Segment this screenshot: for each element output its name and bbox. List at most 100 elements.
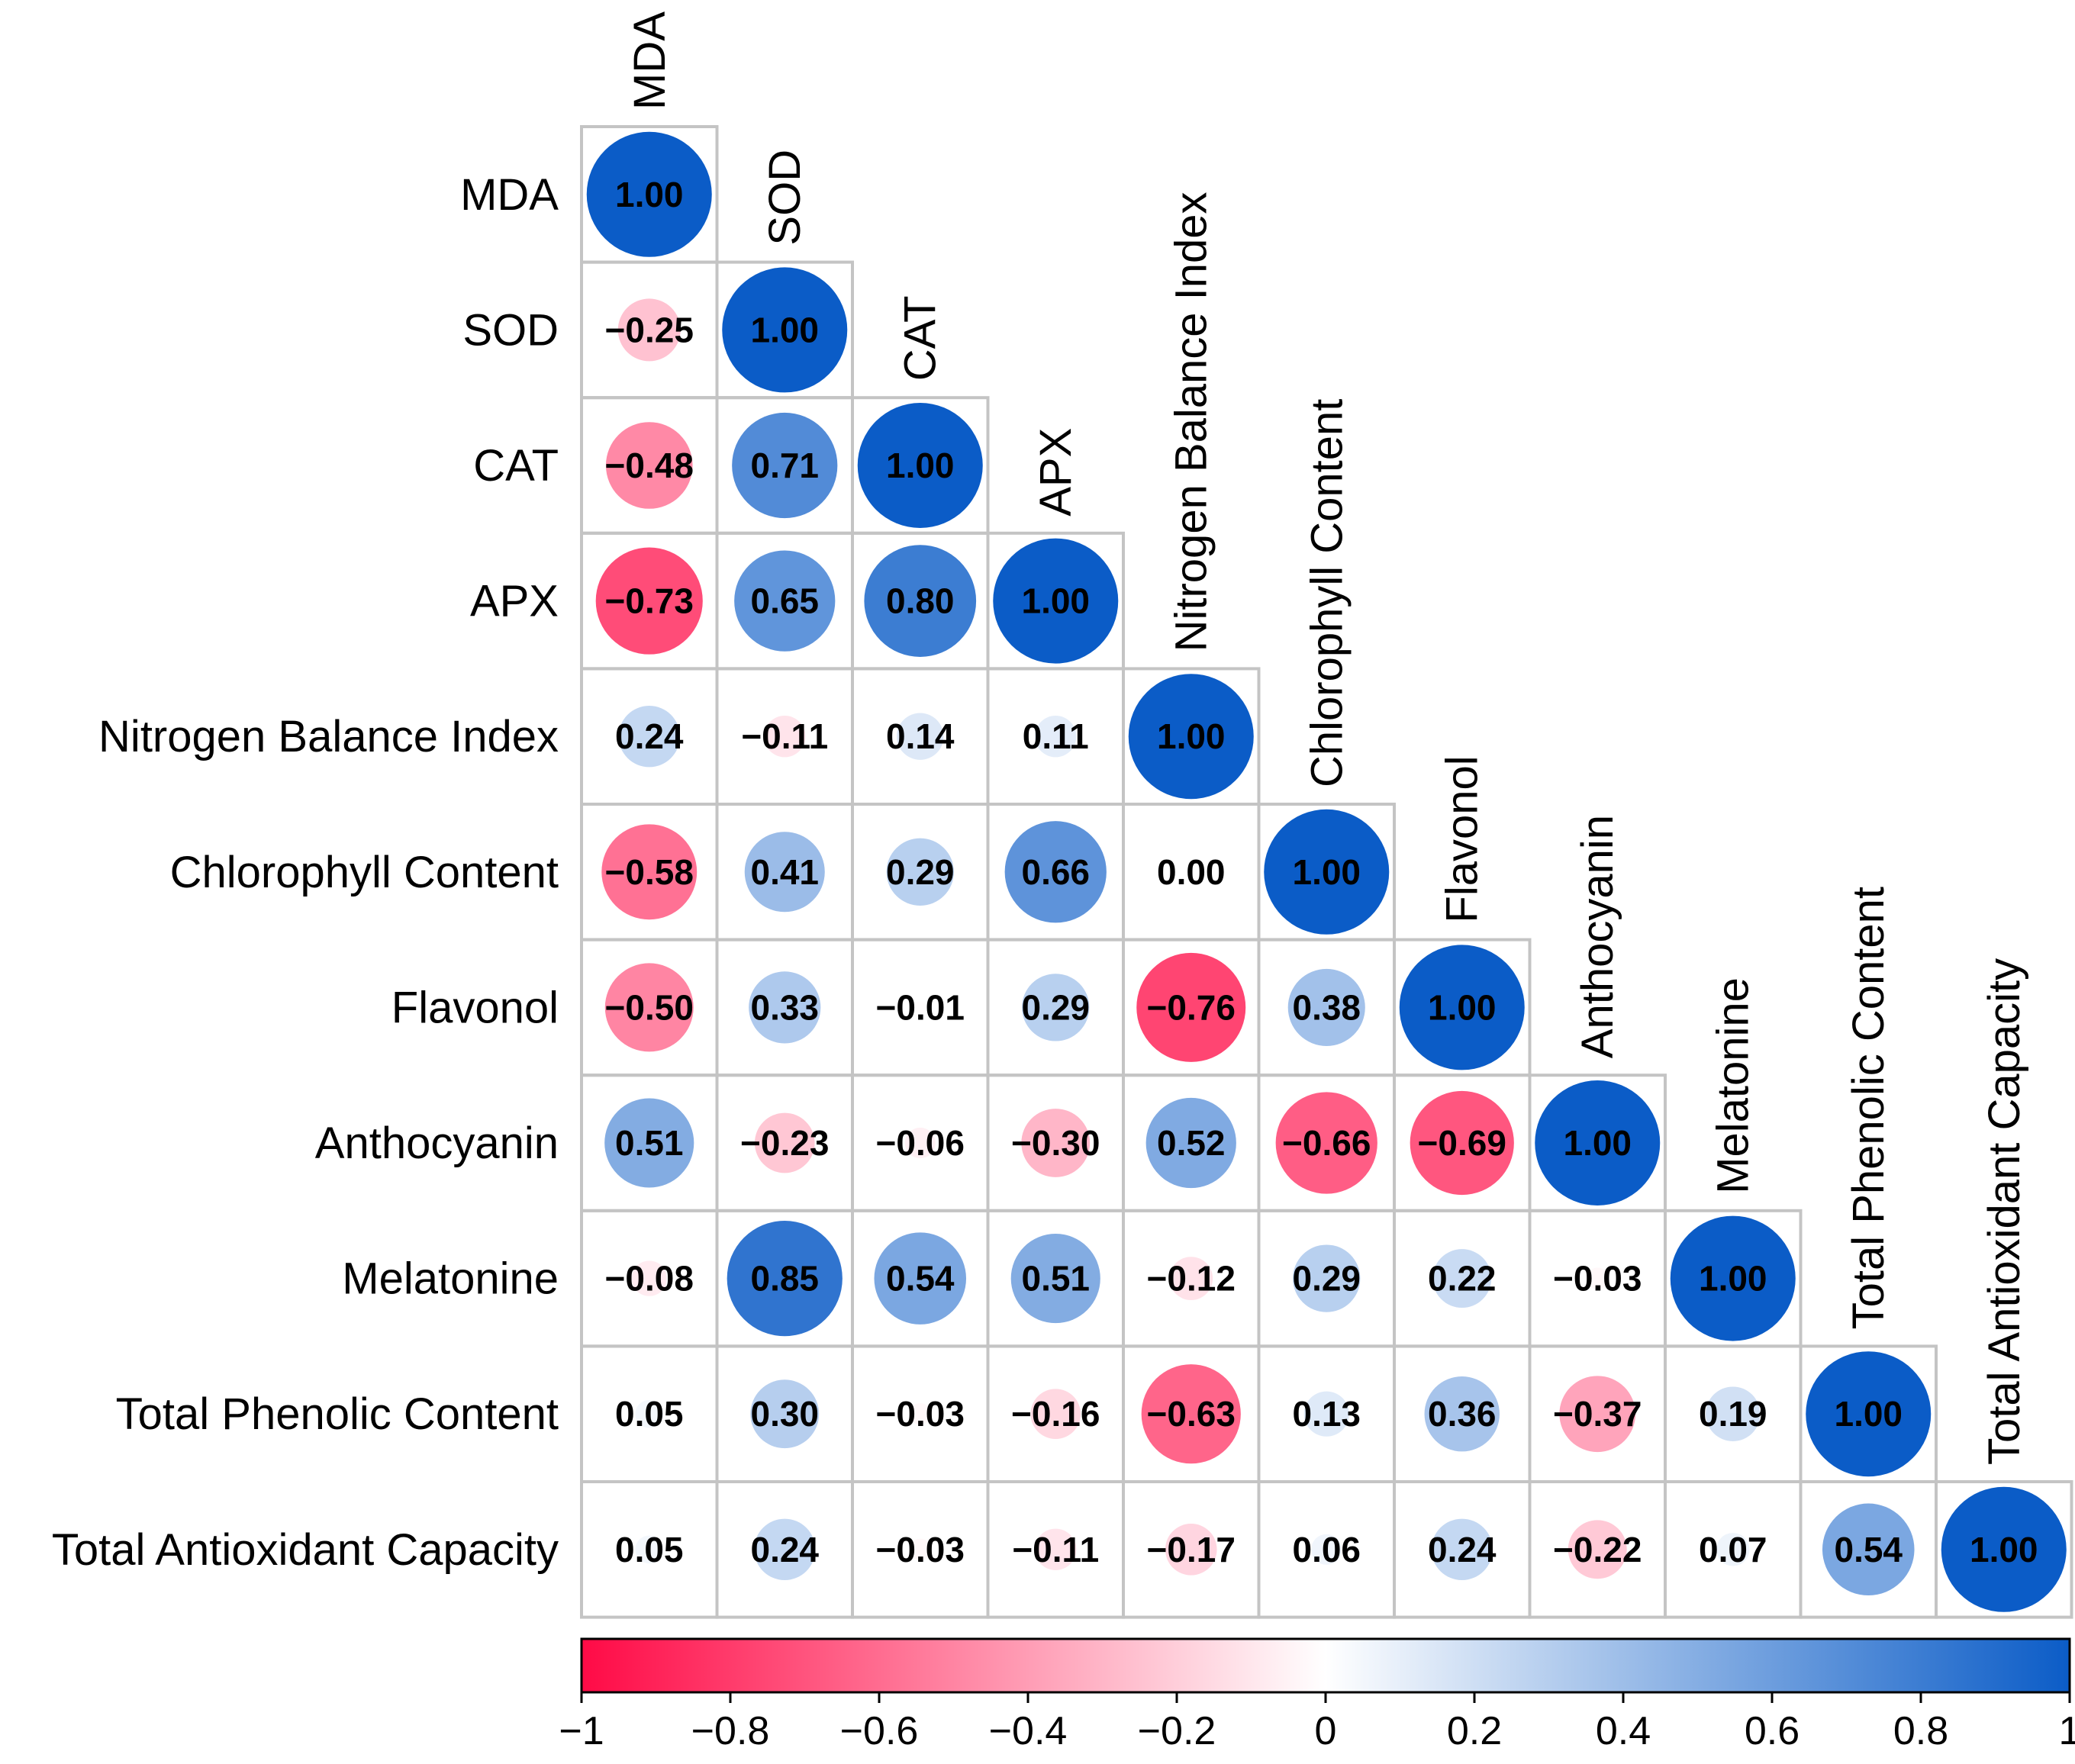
value-9-2: −0.03 <box>876 1394 965 1434</box>
value-2-0: −0.48 <box>605 446 694 485</box>
circle-9-4 <box>1141 1364 1241 1464</box>
row-labels: MDA SOD CAT APX Nitrogen Balance Index Chloro… <box>52 170 559 1575</box>
value-7-4: 0.52 <box>1157 1123 1226 1163</box>
value-10-5: 0.06 <box>1292 1530 1361 1569</box>
circle-10-0 <box>635 1535 664 1564</box>
circle-3-1 <box>734 550 836 652</box>
circle-3-2 <box>864 545 977 657</box>
col-label-0: MDA <box>625 11 675 110</box>
value-8-2: 0.54 <box>886 1259 955 1299</box>
column-labels: MDA SOD CAT APX Nitrogen Balance Index Chloro… <box>625 11 2029 1465</box>
circle-10-6 <box>1431 1518 1493 1580</box>
row-label-6: Flavonol <box>391 983 559 1032</box>
value-6-4: −0.76 <box>1147 987 1236 1027</box>
value-6-1: 0.33 <box>750 987 819 1027</box>
colorbar-tick-label-7: 0.4 <box>1596 1709 1651 1753</box>
circle-2-0 <box>605 422 693 509</box>
value-10-7: −0.22 <box>1553 1530 1642 1569</box>
circle-6-6 <box>1399 945 1525 1070</box>
circle-8-4 <box>1169 1257 1213 1301</box>
value-8-8: 1.00 <box>1699 1259 1767 1299</box>
circle-9-9 <box>1806 1351 1932 1477</box>
value-4-2: 0.14 <box>886 716 955 756</box>
colorbar-tick-label-6: 0.2 <box>1447 1709 1502 1753</box>
circle-9-6 <box>1424 1376 1500 1452</box>
col-label-5: Chlorophyll Content <box>1302 399 1352 787</box>
value-9-4: −0.63 <box>1147 1394 1236 1434</box>
circle-4-1 <box>764 716 806 758</box>
circle-6-1 <box>749 971 821 1044</box>
circle-4-4 <box>1128 674 1254 800</box>
circle-10-7 <box>1568 1520 1627 1579</box>
circle-1-1 <box>722 267 848 393</box>
circle-6-5 <box>1287 968 1365 1046</box>
row-label-7: Anthocyanin <box>315 1119 559 1168</box>
circle-9-2 <box>909 1402 931 1425</box>
cell-grid <box>580 125 2073 1619</box>
circle-1-0 <box>617 298 681 362</box>
circle-10-8 <box>1716 1533 1750 1566</box>
value-9-8: 0.19 <box>1699 1394 1767 1434</box>
circle-8-1 <box>727 1220 843 1337</box>
circle-10-1 <box>754 1518 816 1580</box>
col-label-9: Total Phenolic Content <box>1844 887 1893 1329</box>
circle-8-5 <box>1293 1244 1361 1312</box>
circle-8-3 <box>1010 1234 1100 1324</box>
value-9-6: 0.36 <box>1428 1394 1497 1434</box>
value-10-4: −0.17 <box>1147 1530 1236 1569</box>
value-9-9: 1.00 <box>1834 1394 1903 1434</box>
value-8-4: −0.12 <box>1147 1259 1236 1299</box>
row-label-0: MDA <box>460 170 559 220</box>
circle-6-3 <box>1022 974 1090 1041</box>
circle-7-3 <box>1021 1109 1091 1177</box>
value-4-0: 0.24 <box>615 716 684 756</box>
correlation-values: 1.00 −0.25 1.00 −0.48 0.71 1.00 −0.73 0.65 0.80 1… <box>605 175 2038 1569</box>
circle-7-2 <box>904 1127 936 1159</box>
row-label-8: Melatonine <box>342 1254 559 1304</box>
row-label-9: Total Phenolic Content <box>116 1389 559 1439</box>
value-5-0: −0.58 <box>605 852 694 892</box>
circle-8-6 <box>1432 1249 1492 1309</box>
colorbar-tick-label-0: −1 <box>559 1709 604 1753</box>
value-8-5: 0.29 <box>1292 1259 1361 1299</box>
value-3-2: 0.80 <box>886 581 955 621</box>
circle-9-5 <box>1303 1391 1349 1437</box>
circle-7-1 <box>754 1112 815 1173</box>
circle-5-0 <box>601 824 698 920</box>
value-7-1: −0.23 <box>740 1123 829 1163</box>
value-2-2: 1.00 <box>886 446 955 485</box>
col-label-3: APX <box>1031 428 1081 517</box>
col-label-7: Anthocyanin <box>1573 815 1622 1058</box>
value-3-3: 1.00 <box>1021 581 1090 621</box>
value-9-1: 0.30 <box>750 1394 819 1434</box>
circle-5-2 <box>886 838 954 906</box>
circle-10-2 <box>909 1538 931 1561</box>
row-label-4: Nitrogen Balance Index <box>98 712 559 761</box>
circle-7-0 <box>604 1098 694 1188</box>
circle-4-2 <box>897 713 944 760</box>
col-label-4: Nitrogen Balance Index <box>1167 192 1216 652</box>
value-8-7: −0.03 <box>1553 1259 1642 1299</box>
value-4-3: 0.11 <box>1023 716 1089 756</box>
value-6-6: 1.00 <box>1428 987 1497 1027</box>
row-label-3: APX <box>470 577 559 626</box>
value-1-0: −0.25 <box>605 310 694 349</box>
col-label-2: CAT <box>896 295 946 381</box>
colorbar-tick-label-2: −0.6 <box>840 1709 919 1753</box>
circle-5-1 <box>744 832 825 913</box>
value-5-1: 0.41 <box>750 852 819 892</box>
circle-10-5 <box>1311 1534 1342 1565</box>
value-4-1: −0.11 <box>741 716 828 756</box>
circle-5-5 <box>1264 809 1390 935</box>
col-label-10: Total Antioxidant Capacity <box>1980 958 2029 1465</box>
color-bar-gradient <box>580 1637 2071 1694</box>
circle-2-1 <box>732 412 838 519</box>
col-label-1: SOD <box>760 150 810 246</box>
circle-10-10 <box>1941 1486 2067 1612</box>
value-6-5: 0.38 <box>1292 987 1361 1027</box>
circle-9-1 <box>750 1379 820 1449</box>
value-7-7: 1.00 <box>1563 1123 1632 1163</box>
value-7-6: −0.69 <box>1418 1123 1506 1163</box>
value-5-4: 0.00 <box>1157 852 1226 892</box>
